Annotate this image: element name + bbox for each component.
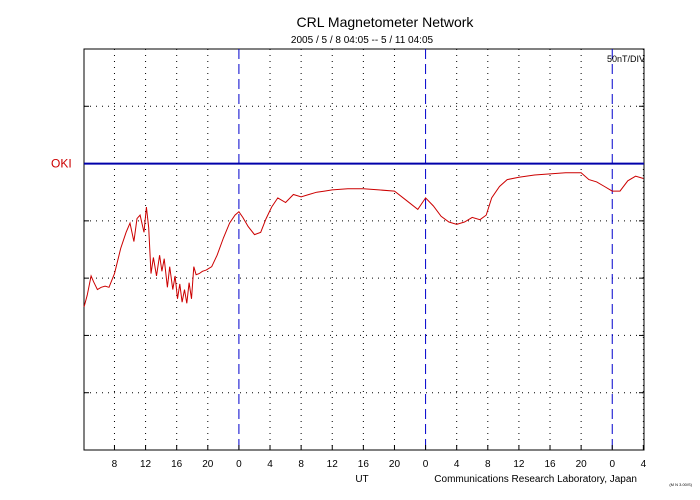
x-tick-label: 0: [236, 459, 242, 470]
x-tick-label: 16: [171, 459, 183, 470]
x-tick-label: 20: [576, 459, 588, 470]
x-axis-label: UT: [355, 474, 368, 485]
chart-subtitle: 2005 / 5 / 8 04:05 -- 5 / 11 04:05: [291, 35, 434, 46]
x-tick-label: 16: [544, 459, 556, 470]
x-tick-label: 4: [641, 459, 647, 470]
station-label: OKI: [51, 157, 72, 171]
x-tick-label: 12: [140, 459, 152, 470]
x-tick-marks: [113, 445, 644, 450]
x-tick-label: 20: [389, 459, 401, 470]
x-tick-label: 12: [513, 459, 525, 470]
x-tick-label: 8: [485, 459, 491, 470]
x-tick-label: 4: [454, 459, 460, 470]
credit-text: Communications Research Laboratory, Japa…: [434, 474, 637, 485]
x-tick-label: 0: [609, 459, 615, 470]
x-tick-label: 16: [358, 459, 370, 470]
day-boundary-lines: [238, 49, 613, 450]
scale-label: 50nT/DIV: [607, 54, 645, 64]
small-mark: (M N 3.00/S): [669, 482, 692, 487]
x-tick-label: 0: [423, 459, 429, 470]
x-tick-label: 8: [112, 459, 118, 470]
series-line: [83, 172, 644, 307]
x-tick-label: 4: [267, 459, 273, 470]
x-tick-label: 12: [327, 459, 339, 470]
gridlines: [84, 49, 644, 450]
x-tick-label: 8: [298, 459, 304, 470]
x-tick-label: 20: [202, 459, 214, 470]
x-tick-labels: 8 12 16 20 0 4 8 12 16 20 0 4 8 12 16 20 0 4: [112, 459, 647, 470]
chart-title: CRL Magnetometer Network: [297, 14, 475, 30]
plot-frame: [83, 48, 645, 451]
